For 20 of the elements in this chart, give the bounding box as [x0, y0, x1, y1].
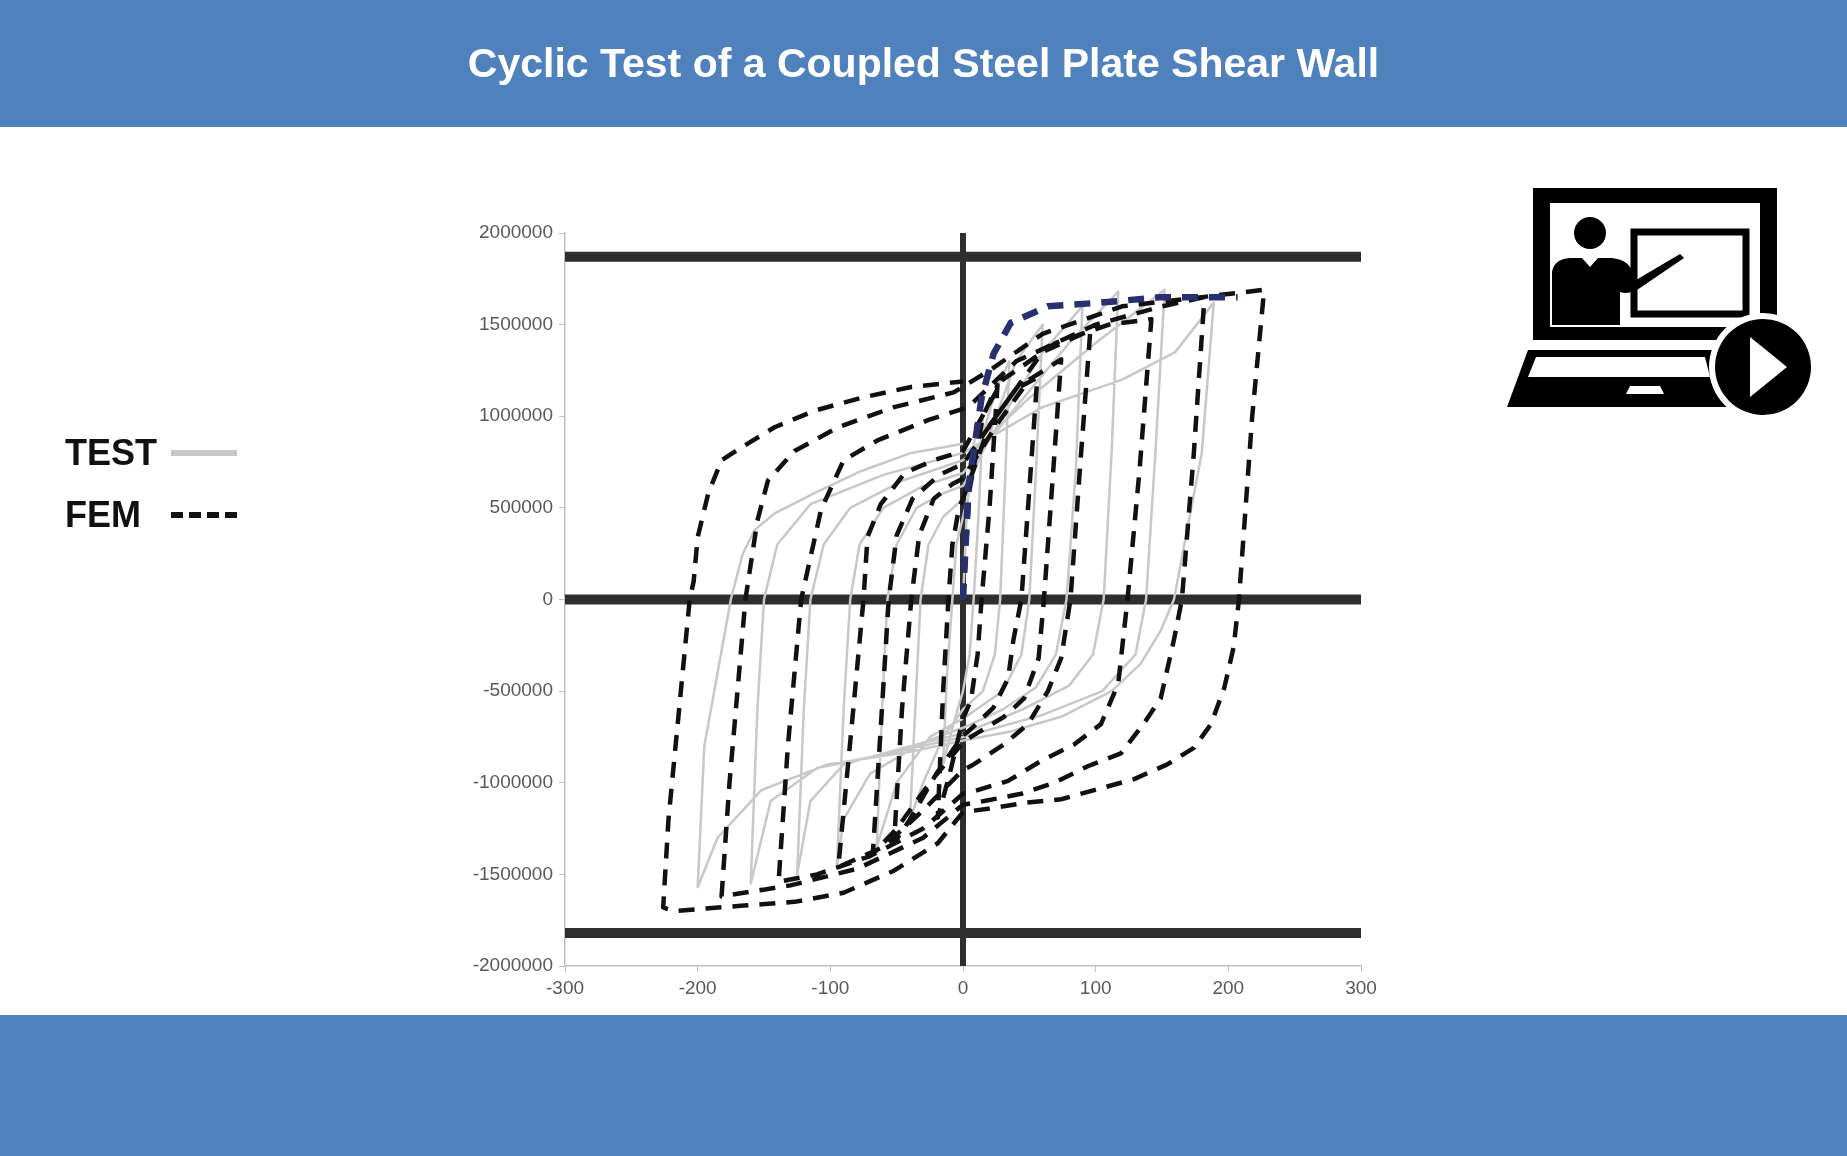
x-tick-label: 300	[1345, 976, 1377, 998]
chart-title: Cyclic Test of a Coupled Steel Plate Shear Wall	[467, 40, 1380, 87]
legend-label: TEST	[65, 432, 158, 473]
x-tick-label: -200	[678, 976, 717, 998]
line-series	[660, 287, 1267, 914]
y-tick-label: 1500000	[479, 312, 553, 334]
y-tick-label: -500000	[483, 679, 553, 701]
y-tick-label: 500000	[489, 496, 553, 518]
y-tick-label: -1500000	[472, 862, 553, 884]
y-tick-label: 2000000	[479, 221, 553, 243]
legend-label: FEM	[65, 494, 141, 535]
x-tick-label: 0	[957, 976, 969, 998]
x-tick-label: 200	[1212, 976, 1245, 998]
y-tick-label: -2000000	[472, 954, 553, 976]
y-tick-label: 0	[542, 587, 553, 609]
x-tick-label: -300	[545, 976, 585, 998]
y-tick-label: -1000000	[472, 770, 553, 792]
x-tick-label: -100	[811, 976, 850, 998]
x-tick-label: 100	[1079, 976, 1112, 998]
y-tick-label: 1000000	[479, 404, 553, 426]
